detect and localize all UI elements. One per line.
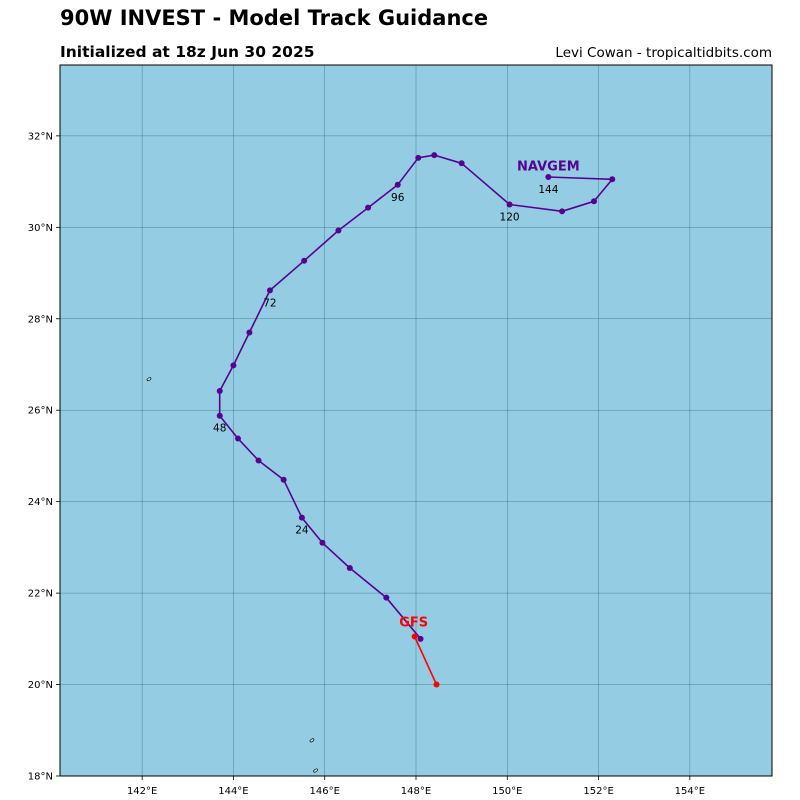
navgem-track-point — [298, 514, 305, 521]
init-time-subtitle: Initialized at 18z Jun 30 2025 — [60, 43, 315, 61]
y-tick-label: 28°N — [28, 314, 53, 325]
island-shape — [309, 738, 315, 743]
x-tick-label: 152°E — [583, 786, 613, 797]
navgem-track-point — [280, 476, 287, 483]
chart-title: 90W INVEST - Model Track Guidance — [60, 6, 489, 30]
y-tick-label: 22°N — [28, 589, 53, 600]
y-tick-label: 18°N — [28, 772, 53, 783]
island-shape — [313, 768, 318, 773]
navgem-track-point — [346, 564, 353, 571]
navgem-hour-label: 24 — [295, 525, 309, 537]
navgem-track-point — [235, 435, 241, 442]
navgem-track-point — [301, 257, 308, 264]
navgem-track-point — [230, 362, 237, 369]
navgem-hour-label: 72 — [263, 297, 276, 309]
credit-text: Levi Cowan - tropicaltidbits.com — [555, 45, 772, 61]
navgem-track-point — [545, 174, 552, 181]
x-tick-label: 144°E — [218, 786, 248, 797]
axis-ticks: 142°E 144°E 146°E 148°E 150°E 152°E 154°E 18°N 2… — [28, 131, 705, 797]
gfs-track-line — [413, 636, 438, 685]
graticule — [60, 65, 772, 777]
navgem-track-point — [335, 227, 342, 234]
y-tick-label: 24°N — [28, 497, 53, 508]
x-tick-label: 154°E — [675, 786, 705, 797]
x-tick-label: 146°E — [310, 786, 340, 797]
x-tick-label: 142°E — [127, 786, 157, 797]
navgem-track-point — [383, 594, 390, 601]
island-shape — [146, 377, 152, 382]
navgem-track-point — [559, 208, 566, 215]
navgem-track-point — [431, 152, 438, 159]
gfs-track-point — [411, 633, 418, 640]
navgem-track-point — [417, 635, 424, 642]
y-tick-label: 32°N — [28, 131, 53, 142]
navgem-track-point — [365, 204, 372, 211]
track-labels: 24 48 72 96 120 144 NAVGEM GFS — [213, 160, 580, 631]
navgem-hour-label: 48 — [213, 423, 226, 435]
navgem-hour-label: 144 — [538, 184, 558, 196]
y-tick-label: 20°N — [28, 680, 53, 691]
y-tick-label: 30°N — [28, 223, 53, 234]
navgem-track-point — [458, 160, 465, 167]
y-tick-label: 26°N — [28, 406, 53, 417]
navgem-track-point — [609, 176, 616, 183]
x-tick-label: 150°E — [492, 786, 522, 797]
navgem-track-point — [266, 287, 273, 294]
gfs-model-label: GFS — [399, 615, 428, 630]
navgem-track-point — [246, 329, 253, 336]
model-tracks — [216, 152, 616, 688]
navgem-track-point — [394, 181, 401, 188]
x-tick-label: 148°E — [401, 786, 431, 797]
navgem-model-label: NAVGEM — [517, 160, 580, 175]
navgem-hour-label: 120 — [500, 211, 520, 223]
land-features — [146, 377, 318, 773]
navgem-track-point — [506, 201, 513, 208]
navgem-track-point — [216, 412, 223, 419]
navgem-track-point — [255, 457, 262, 464]
navgem-track-point — [591, 198, 597, 205]
navgem-track-point — [216, 388, 223, 395]
navgem-track-point — [415, 154, 422, 161]
navgem-track-point — [319, 539, 326, 546]
navgem-hour-label: 96 — [391, 192, 405, 204]
gfs-track-point — [433, 681, 440, 688]
